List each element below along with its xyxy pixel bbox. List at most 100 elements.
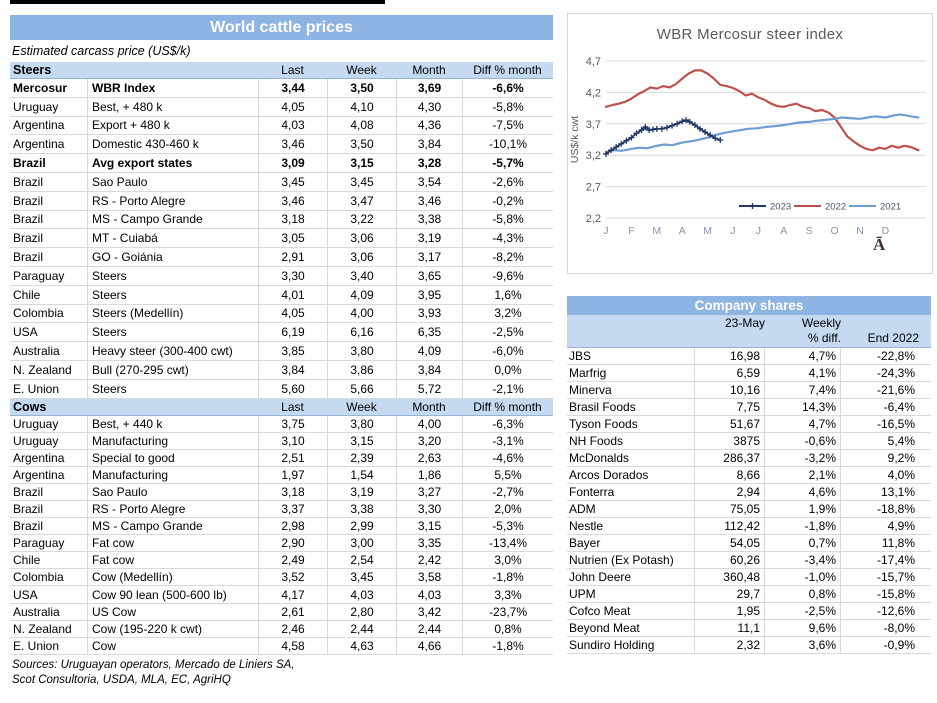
cell-diff: -6,3% [462, 415, 553, 432]
cell-last: 3,75 [258, 415, 327, 432]
table-row: Brazil Sao Paulo 3,45 3,45 3,54 -2,6% [10, 172, 553, 192]
table-row: N. Zealand Cow (195-220 k cwt) 2,46 2,44 2,4… [10, 620, 553, 638]
cell-diff: 3,3% [462, 586, 553, 603]
cell-last: 3,37 [258, 501, 327, 518]
cell-diff: -3,1% [462, 432, 553, 449]
cell-last: 3,18 [258, 483, 327, 501]
cell-week: 4,00 [327, 304, 396, 323]
cell-week: 3,22 [327, 210, 396, 229]
cell-name: Minerva [567, 382, 695, 398]
cell-week: 3,50 [327, 79, 396, 97]
cell-value: 360,48 [695, 569, 765, 585]
table-row: Chile Fat cow 2,49 2,54 2,42 3,0% [10, 552, 553, 570]
cell-last: 4,58 [258, 637, 327, 654]
co-col-name [567, 315, 695, 347]
table-row: Brazil MT - Cuiabá 3,05 3,06 3,19 -4,3% [10, 229, 553, 249]
cell-week: 2,80 [327, 603, 396, 620]
cell-weekly: 0,7% [765, 535, 841, 551]
cell-end: -12,6% [876, 604, 915, 618]
cell-last: 5,60 [258, 379, 327, 398]
cell-week: 3,50 [327, 135, 396, 154]
svg-text:M: M [652, 225, 661, 237]
table-row: Brazil MS - Campo Grande 2,98 2,99 3,15 -5,3% [10, 518, 553, 536]
cell-end: -16,5% [876, 417, 915, 431]
cell-name: Sundiro Holding [567, 637, 695, 653]
table-row: JBS 16,98 4,7% -22,8% [567, 348, 931, 365]
cell-item: Domestic 430-460 k [92, 137, 199, 152]
cell-value: 8,66 [695, 467, 765, 483]
cell-month: 2,44 [396, 620, 462, 637]
cell-diff: -5,3% [462, 518, 553, 535]
cell-item: Cow (Medellín) [92, 570, 173, 585]
cell-last: 4,17 [258, 586, 327, 603]
co-col-weekly: Weekly % diff. [801, 316, 841, 345]
svg-text:4,7: 4,7 [586, 56, 601, 68]
cell-weekly: -3,4% [765, 552, 841, 568]
cell-country: Paraguay [10, 535, 88, 552]
table-row: USA Cow 90 lean (500-600 lb) 4,17 4,03 4,03 3… [10, 586, 553, 604]
cell-value: 54,05 [695, 535, 765, 551]
legend-item-2023: 2023 [770, 202, 791, 213]
table-row: Colombia Cow (Medellín) 3,52 3,45 3,58 -1,8% [10, 569, 553, 587]
cell-month: 4,00 [396, 415, 462, 432]
cell-item: Fat cow [92, 536, 135, 551]
cell-item: Steers (Medellín) [92, 306, 184, 321]
cell-diff: -13,4% [462, 535, 553, 552]
cell-item: Best, + 480 k [92, 99, 163, 114]
cell-month: 3,30 [396, 501, 462, 518]
cell-week: 3,86 [327, 360, 396, 379]
cell-name: Marfrig [567, 365, 695, 381]
cell-weekly: 7,4% [765, 382, 841, 398]
cell-country: Australia [10, 603, 88, 620]
cell-value: 60,26 [695, 552, 765, 568]
cell-item: Cow (195-220 k cwt) [92, 621, 203, 636]
sources-line-2: Scot Consultoria, USDA, MLA, EC, AgriHQ [12, 673, 231, 686]
cell-month: 3,15 [396, 518, 462, 535]
cell-item: Cow [92, 638, 117, 653]
cell-last: 3,30 [258, 266, 327, 285]
cows-section-header: Cows Last Week Month Diff % month [10, 398, 553, 416]
cell-month: 3,46 [396, 191, 462, 210]
svg-text:A: A [679, 225, 686, 237]
cell-country: E. Union [10, 379, 88, 398]
table-row: Sundiro Holding 2,32 3,6% -0,9% [567, 637, 931, 654]
cell-country: Australia [10, 342, 88, 360]
table-row: Arcos Dorados 8,66 2,1% 4,0% [567, 467, 931, 484]
cell-item: Special to good [92, 450, 175, 465]
cell-month: 3,65 [396, 266, 462, 285]
cell-last: 2,51 [258, 449, 327, 466]
cell-month: 3,28 [396, 154, 462, 172]
cell-last: 3,46 [258, 135, 327, 154]
cell-item: RS - Porto Alegre [92, 502, 186, 517]
chart-plot-area: 4,7 4,2 3,7 3,2 2,7 2,2 US$/k cwt J F M A M J J A S O N D 2… [569, 56, 926, 237]
world-cattle-prices-panel: World cattle prices Estimated carcass pr… [10, 15, 553, 688]
cell-name: John Deere [567, 569, 695, 585]
cell-country: Argentina [10, 449, 88, 466]
legend-item-2021: 2021 [880, 202, 901, 213]
legend-item-2022: 2022 [825, 202, 846, 213]
cell-country: Brazil [10, 483, 88, 501]
cell-weekly: -2,5% [765, 603, 841, 619]
table-row: Marfrig 6,59 4,1% -24,3% [567, 365, 931, 382]
cell-diff: -2,6% [462, 172, 553, 191]
svg-text:J: J [756, 225, 761, 237]
table-row: Tyson Foods 51,67 4,7% -16,5% [567, 416, 931, 433]
cell-value: 11,1 [695, 620, 765, 636]
cell-diff: -8,2% [462, 248, 553, 266]
cell-item: Cow 90 lean (500-600 lb) [92, 587, 227, 602]
cell-month: 4,36 [396, 116, 462, 135]
cell-diff: 0,8% [462, 620, 553, 637]
table-row: Beyond Meat 11,1 9,6% -8,0% [567, 620, 931, 637]
cell-value: 7,75 [695, 399, 765, 415]
cell-end: 4,9% [887, 519, 915, 533]
cell-country: Brazil [10, 172, 88, 191]
cell-month: 3,69 [396, 79, 462, 97]
cell-last: 3,09 [258, 154, 327, 172]
table-row: Bayer 54,05 0,7% 11,8% [567, 535, 931, 552]
cell-item: Sao Paulo [92, 174, 148, 189]
table-row: Brazil RS - Porto Alegre 3,46 3,47 3,46 -0,2% [10, 191, 553, 211]
cell-diff: -6,6% [462, 79, 553, 97]
sources-line-1: Sources: Uruguayan operators, Mercado de… [12, 658, 295, 671]
col-week: Week [346, 399, 377, 414]
col-week: Week [346, 63, 377, 77]
